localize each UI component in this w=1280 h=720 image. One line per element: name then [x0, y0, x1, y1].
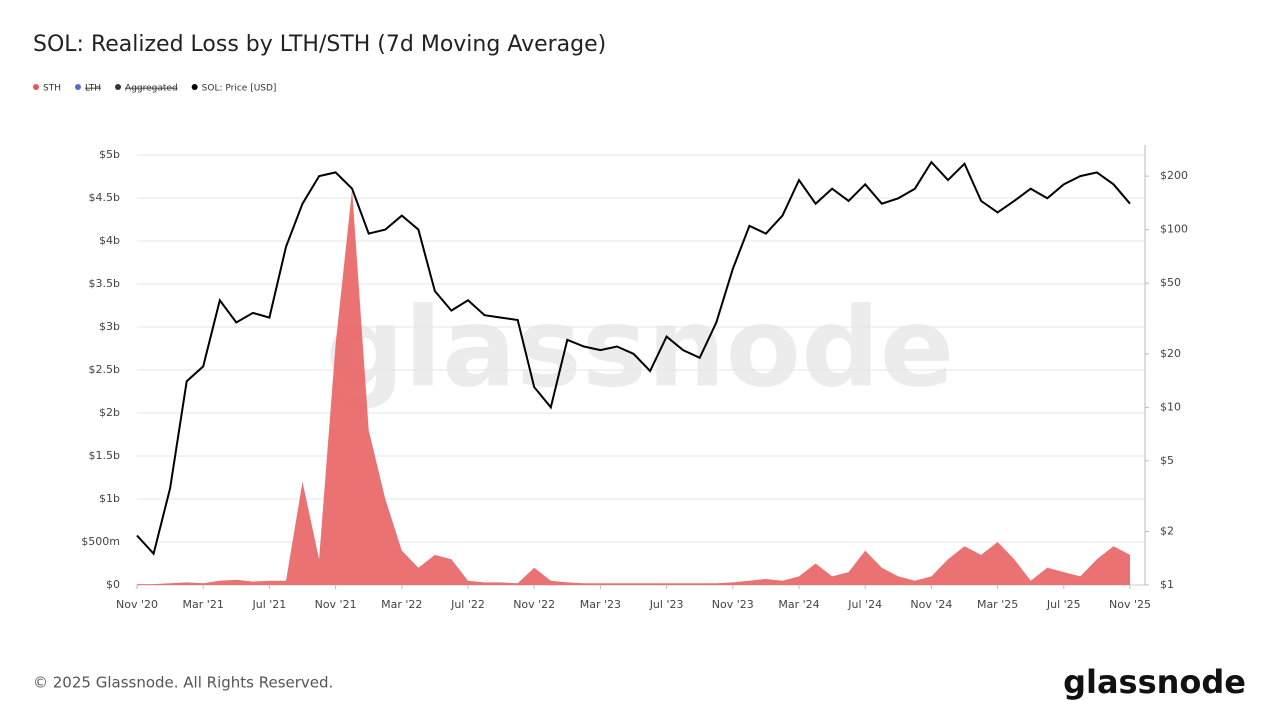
x-tick-label: Nov '22: [513, 598, 555, 611]
y-tick-label: $1b: [99, 492, 120, 505]
x-tick-label: Jul '24: [847, 598, 882, 611]
legend-marker: [191, 84, 198, 90]
x-tick-label: Nov '24: [910, 598, 952, 611]
x-tick-label: Mar '23: [580, 598, 621, 611]
y2-tick-label: $200: [1160, 169, 1188, 182]
price-line: [136, 160, 1131, 556]
logo: glassnode: [1063, 663, 1246, 701]
y2-tick-label: $10: [1160, 400, 1181, 413]
x-tick-label: Jul '21: [252, 598, 287, 611]
y2-tick-label: $1: [1160, 578, 1174, 591]
chart-title: SOL: Realized Loss by LTH/STH (7d Moving…: [33, 32, 606, 57]
legend-marker: [115, 84, 122, 90]
x-tick-label: Jul '23: [649, 598, 684, 611]
y2-tick-label: $100: [1160, 223, 1188, 236]
legend-marker: [33, 84, 39, 90]
y2-tick-label: $5: [1160, 454, 1174, 467]
x-tick-label: Nov '23: [712, 598, 754, 611]
y-tick-label: $3.5b: [89, 277, 120, 290]
x-tick-label: Mar '25: [977, 598, 1018, 611]
legend-label: STH: [43, 84, 61, 94]
legend-label: SOL: Price [USD]: [202, 84, 277, 94]
y-tick-label: $3b: [99, 320, 120, 333]
x-tick-label: Nov '20: [116, 598, 158, 611]
legend-marker: [74, 84, 81, 90]
x-tick-label: Mar '22: [381, 598, 422, 611]
y2-tick-label: $2: [1160, 525, 1174, 538]
watermark: glassnode: [326, 283, 955, 411]
loss-area: [137, 189, 1130, 585]
legend-label: LTH: [85, 84, 101, 94]
x-tick-label: Jul '22: [450, 598, 485, 611]
legend-label: Aggregated: [125, 84, 178, 94]
y-tick-label: $2.5b: [89, 363, 120, 376]
y-tick-label: $5b: [99, 148, 120, 161]
y-tick-label: $4.5b: [89, 191, 120, 204]
y2-tick-label: $20: [1160, 347, 1181, 360]
y2-tick-label: $50: [1160, 276, 1181, 289]
x-tick-label: Nov '21: [315, 598, 357, 611]
y-tick-label: $4b: [99, 234, 120, 247]
x-tick-label: Mar '21: [183, 598, 224, 611]
footer: © 2025 Glassnode. All Rights Reserved.: [33, 674, 333, 692]
y-tick-label: $0: [106, 578, 120, 591]
y-tick-label: $2b: [99, 406, 120, 419]
y-tick-label: $1.5b: [89, 449, 120, 462]
y-tick-label: $500m: [81, 535, 120, 548]
x-tick-label: Mar '24: [778, 598, 819, 611]
x-tick-label: Nov '25: [1109, 598, 1151, 611]
x-tick-label: Jul '25: [1046, 598, 1081, 611]
